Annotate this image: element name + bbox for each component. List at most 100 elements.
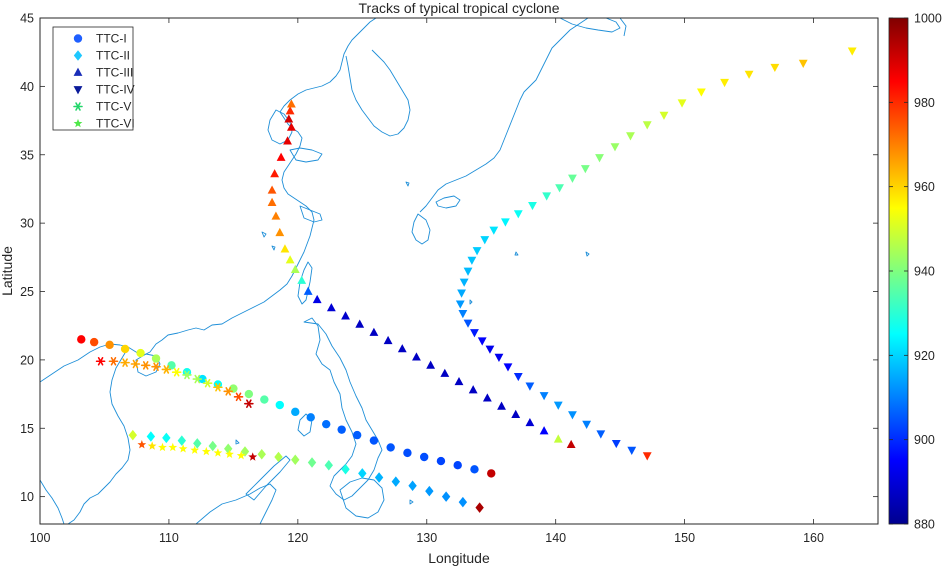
data-point [489,226,499,235]
data-point [270,169,280,178]
x-axis: 100 110 120 130 140 150 160 [30,18,824,545]
data-point [260,395,269,404]
data-point [463,267,473,276]
data-point [161,365,172,374]
y-axis-title: Latitude [0,246,15,296]
legend-label: TTC-IV [96,83,135,97]
data-point [89,337,99,347]
series-ttc-iii [267,99,576,449]
data-point [352,430,362,440]
y-tick-label: 40 [20,80,34,94]
series-ttc-i [77,335,496,478]
data-point [568,411,577,420]
data-point [477,337,487,346]
coastline-korea [345,49,411,137]
data-point [267,197,277,206]
data-point [275,400,284,410]
data-point [151,354,161,363]
data-point [290,264,300,273]
data-point [77,335,86,344]
data-point [167,361,176,370]
y-tick-label: 20 [20,353,34,367]
data-point [463,319,473,328]
data-point [580,165,590,174]
coastline-hokkaido [559,18,621,33]
data-point [397,344,407,353]
data-point [454,376,464,386]
data-point [696,88,706,97]
coastline-mindoro [297,413,313,437]
data-point [233,392,244,402]
data-point [130,359,141,369]
data-point [326,303,336,312]
data-point [168,442,178,452]
coastline-shikoku [435,195,461,209]
data-point [225,449,234,458]
legend-marker-asterisk [73,102,83,111]
data-point [105,340,114,350]
data-point [475,502,484,513]
data-point [528,201,537,211]
data-point [553,401,563,410]
series-ttc-vi [137,440,258,461]
data-point [285,255,295,264]
data-point [542,192,552,201]
data-point [480,236,490,245]
data-point [137,440,147,449]
y-tick-label: 10 [20,490,34,504]
data-point [458,310,468,319]
data-point [468,385,478,394]
data-point [627,446,637,455]
y-tick-label: 35 [20,148,34,162]
data-point [611,439,621,449]
data-point [595,154,604,163]
data-point [511,409,521,418]
data-point [408,480,417,491]
chart-title: Tracks of typical tropical cyclone [359,0,560,16]
data-point [539,392,549,401]
data-point [286,122,296,131]
data-point [208,440,217,452]
data-point [248,452,258,461]
coastline-gulf-of-thailand [40,479,65,524]
x-tick-label: 150 [674,531,695,545]
colorbar-tick-label: 900 [914,433,935,447]
data-point [312,294,322,304]
colorbar-gradient [889,18,908,524]
data-point [192,374,203,384]
data-point [158,442,167,452]
data-point [482,393,492,402]
legend-marker-diamond [73,50,83,61]
data-point [284,114,294,123]
x-axis-title: Longitude [428,550,490,566]
data-point [847,47,857,56]
data-point [436,456,446,466]
data-point [285,106,295,115]
data-point [555,184,564,193]
y-axis: 10 15 20 25 30 35 40 45 [20,12,878,504]
data-point [223,387,234,396]
data-point [513,372,523,382]
data-point [182,370,192,380]
data-point [503,363,513,372]
data-point [257,449,266,460]
data-point [213,382,223,392]
legend-label: TTC-II [96,49,130,63]
data-point [244,399,254,408]
data-point [642,452,652,461]
data-point [497,401,506,410]
data-point [162,432,171,444]
data-point [271,211,281,220]
series-ttc-v [95,356,254,408]
coastline-map [40,18,627,524]
data-point [108,356,119,366]
colorbar-tick-label: 880 [914,518,935,532]
data-point [553,434,563,443]
data-point [539,426,549,435]
data-point [677,99,687,108]
data-point [720,78,729,88]
data-point [642,121,652,130]
data-point [386,443,395,452]
data-point [568,174,577,183]
